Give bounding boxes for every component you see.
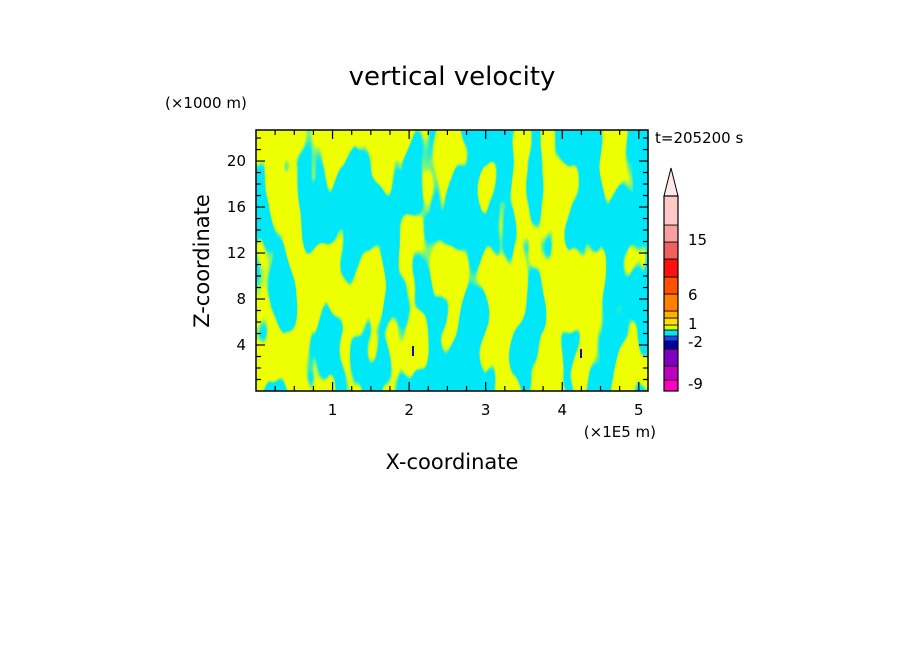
colorbar-label: -2 [688,333,703,351]
x-axis: 1 2 3 4 5 [274,130,644,419]
colorbar-level [663,340,679,350]
colorbar-level [663,310,679,319]
colorbar-level [663,329,679,337]
colorbar: 15 6 1-2 -9 [663,167,707,393]
colorbar-level [663,379,679,392]
colorbar-label: 6 [688,286,698,304]
colorbar-level [663,324,679,331]
x-tick-label: 5 [634,401,644,419]
x-tick-label: 4 [557,401,567,419]
y-tick-label: 16 [227,198,246,216]
y-axis-label: Z-coordinate [190,194,214,328]
time-label: t=205200 s [655,129,743,147]
colorbar-level [663,258,679,278]
strong-downdraft-mark-2 [580,349,582,358]
colorbar-label: 1 [688,315,698,333]
strong-downdraft-mark-1 [412,346,414,356]
y-tick-label: 4 [236,336,246,354]
colorbar-level [663,276,679,295]
y-tick-label: 20 [227,152,246,170]
colorbar-extend-arrow [663,167,679,197]
colorbar-level [663,365,679,381]
colorbar-level [663,348,679,367]
x-unit-label: (×1E5 m) [584,423,656,441]
chart-title: vertical velocity [349,62,556,92]
y-tick-label: 8 [236,290,246,308]
colorbar-label: -9 [688,375,703,393]
colorbar-level [663,241,679,260]
positive-velocity-field [256,130,648,391]
y-unit-label: (×1000 m) [165,94,247,112]
colorbar-frame [663,195,679,392]
colorbar-level [663,317,679,326]
colorbar-level [663,224,679,243]
colorbar-level [663,335,679,342]
plot-frame [255,129,649,392]
colorbar-level [663,293,679,312]
plot-area [255,129,649,392]
y-tick-label: 12 [227,244,246,262]
y-axis: 4 8 12 16 20 [227,137,648,381]
colorbar-level [663,195,679,226]
x-tick-label: 3 [481,401,491,419]
x-tick-label: 1 [328,401,338,419]
x-tick-label: 2 [404,401,414,419]
colorbar-label: 15 [688,231,707,249]
x-axis-label: X-coordinate [386,450,519,474]
